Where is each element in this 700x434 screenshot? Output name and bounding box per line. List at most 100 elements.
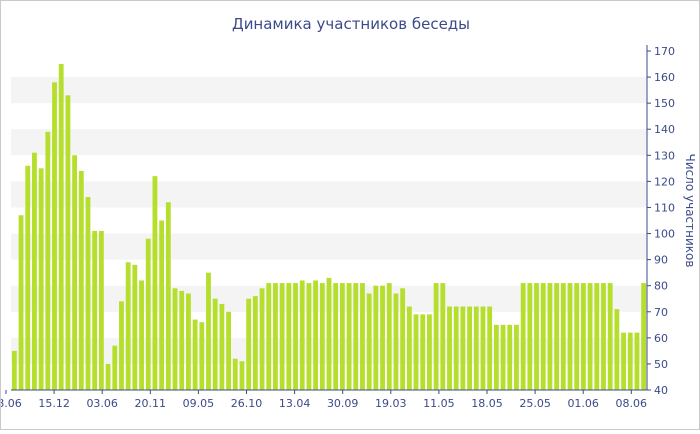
bar — [192, 319, 198, 390]
bar — [574, 283, 580, 390]
bar — [319, 283, 325, 390]
bar — [259, 288, 265, 390]
y-tick-label: 120 — [654, 175, 675, 188]
bar — [299, 280, 305, 390]
y-tick-label: 160 — [654, 71, 675, 84]
y-tick-label: 130 — [654, 149, 675, 162]
chart-title: Динамика участников беседы — [232, 15, 470, 33]
bar — [85, 197, 91, 390]
bar — [152, 176, 158, 390]
bar — [286, 283, 292, 390]
y-tick-label: 100 — [654, 228, 675, 241]
bar — [98, 230, 104, 390]
bar — [165, 202, 171, 390]
bar — [587, 283, 593, 390]
bar — [18, 215, 24, 390]
bar — [293, 283, 298, 390]
bar — [400, 288, 406, 390]
bar — [246, 298, 252, 390]
grid-band — [11, 233, 647, 260]
y-tick-label: 50 — [654, 358, 668, 371]
bar — [78, 170, 84, 390]
bar — [339, 283, 345, 390]
bar — [634, 332, 640, 390]
bar — [266, 283, 272, 390]
bar — [554, 283, 560, 390]
bar — [627, 332, 633, 390]
y-tick-label: 140 — [654, 123, 675, 136]
bar — [500, 324, 506, 390]
bar — [366, 293, 372, 390]
x-tick-label: 30.09 — [327, 397, 359, 410]
bar — [38, 168, 44, 390]
grid-band — [11, 129, 647, 156]
bar — [534, 283, 539, 390]
bar — [65, 95, 71, 390]
bar — [313, 280, 319, 390]
bar-series — [11, 64, 647, 390]
bar — [145, 238, 151, 390]
bar — [560, 283, 566, 390]
x-tick-label: 26.10 — [231, 397, 263, 410]
bar — [279, 283, 285, 390]
x-tick-label: 20.11 — [135, 397, 167, 410]
bar — [119, 301, 124, 390]
bar — [607, 283, 613, 390]
bar — [567, 283, 573, 390]
bar — [380, 285, 385, 390]
bar — [179, 290, 185, 390]
bar — [52, 82, 57, 390]
bar — [614, 309, 620, 390]
y-ticks: 40 50 60 70 80 90 100 110 120 130 140 150 160 170 — [647, 45, 675, 397]
y-tick-label: 70 — [654, 306, 668, 319]
bar — [58, 64, 64, 390]
bar — [132, 264, 138, 390]
x-tick-label: 11.05 — [423, 397, 455, 410]
bar — [186, 293, 191, 390]
bar — [453, 306, 459, 390]
y-tick-label: 60 — [654, 332, 668, 345]
x-ticks: 28.06 15.12 03.06 20.11 09.05 26.10 13.04 30.09… — [0, 390, 648, 410]
bar — [306, 283, 312, 390]
grid-band — [11, 181, 647, 208]
bar — [239, 361, 245, 390]
bar — [125, 262, 131, 390]
bar — [547, 283, 553, 390]
x-tick-label: 09.05 — [183, 397, 215, 410]
bar — [360, 283, 365, 390]
bar — [112, 345, 118, 390]
bar — [406, 306, 412, 390]
bar — [507, 324, 513, 390]
bar — [487, 306, 493, 390]
bar — [493, 324, 499, 390]
y-axis-label: Число участников — [683, 154, 697, 268]
bar — [219, 303, 225, 390]
x-tick-label: 03.06 — [86, 397, 118, 410]
bar — [92, 230, 98, 390]
bar — [172, 288, 178, 390]
bar — [413, 314, 419, 390]
bar — [252, 296, 258, 390]
bar — [333, 283, 339, 390]
x-tick-label: 01.06 — [567, 397, 599, 410]
y-tick-label: 170 — [654, 45, 675, 58]
x-tick-label: 28.06 — [1, 397, 22, 410]
bar — [601, 283, 606, 390]
x-tick-label: 08.06 — [616, 397, 648, 410]
bar — [373, 285, 379, 390]
bar — [199, 322, 205, 390]
bar — [594, 283, 600, 390]
bar — [621, 332, 626, 390]
bar — [212, 298, 218, 390]
bar — [105, 363, 111, 390]
bar — [326, 277, 332, 390]
y-tick-label: 40 — [654, 384, 668, 397]
x-tick-label: 15.12 — [38, 397, 70, 410]
bar — [433, 283, 439, 390]
bar — [206, 272, 211, 390]
bar — [447, 306, 452, 390]
bar — [514, 324, 519, 390]
x-tick-label: 19.03 — [375, 397, 407, 410]
